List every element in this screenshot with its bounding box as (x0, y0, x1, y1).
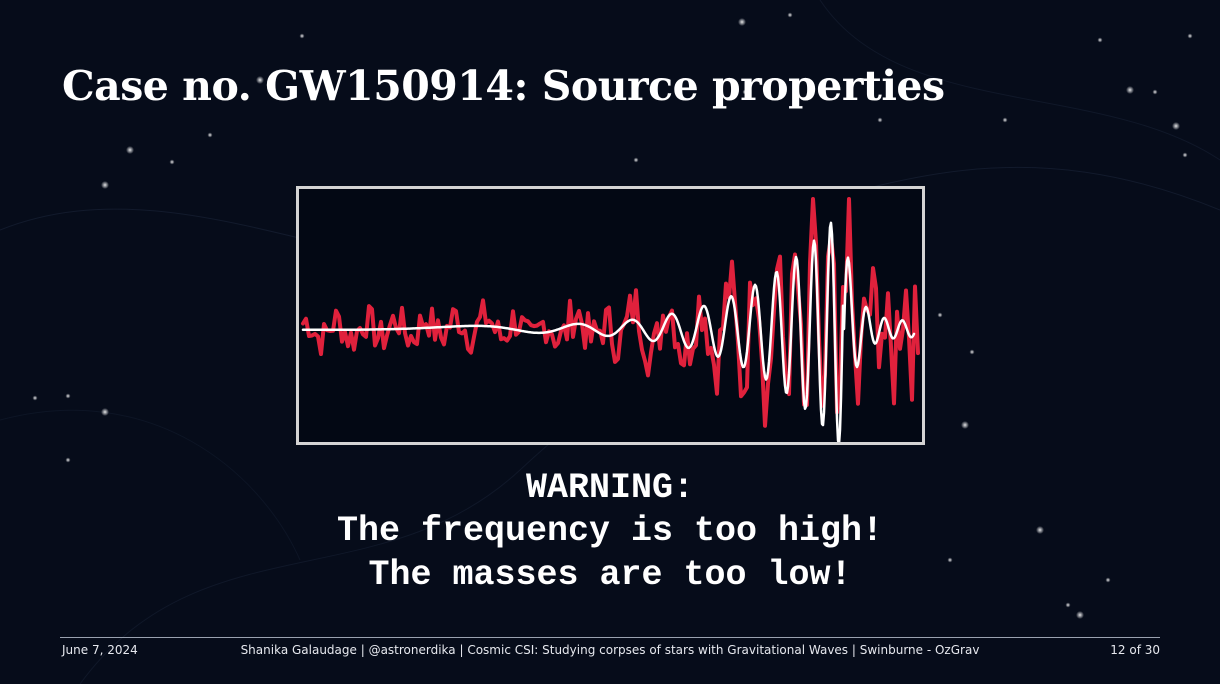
footer-page-number: 12 of 30 (1110, 643, 1160, 657)
footer-credits: Shanika Galaudage | @astronerdika | Cosm… (240, 643, 980, 657)
star (299, 33, 305, 39)
star (207, 132, 213, 138)
star (126, 146, 134, 154)
warning-heading: WARNING: (525, 468, 695, 508)
warning-masses: The masses are too low! (368, 555, 852, 595)
star (1097, 37, 1103, 43)
waveform-plot (296, 186, 925, 445)
footer-date: June 7, 2024 (62, 643, 138, 657)
star (1002, 117, 1008, 123)
star (1036, 526, 1044, 534)
warning-frequency: The frequency is too high! (336, 511, 884, 551)
strain-data-trace (301, 197, 920, 428)
star (787, 12, 793, 18)
star (1126, 86, 1134, 94)
star (738, 18, 746, 26)
star (969, 349, 975, 355)
star (1076, 611, 1084, 619)
slide-title: Case no. GW150914: Source properties (62, 62, 945, 110)
template-waveform-trace (301, 221, 916, 442)
star (65, 393, 71, 399)
star (101, 408, 109, 416)
star (65, 457, 71, 463)
footer-divider (60, 637, 1160, 638)
star (877, 117, 883, 123)
star (32, 395, 38, 401)
star (1172, 122, 1180, 130)
star (961, 421, 969, 429)
star (1187, 33, 1193, 39)
star (256, 76, 264, 84)
star (742, 89, 748, 95)
star (1152, 89, 1158, 95)
star (169, 159, 175, 165)
star (937, 312, 943, 318)
star (1065, 602, 1071, 608)
star (1182, 152, 1188, 158)
star (101, 181, 109, 189)
star (1105, 577, 1111, 583)
star (633, 157, 639, 163)
star (947, 557, 953, 563)
